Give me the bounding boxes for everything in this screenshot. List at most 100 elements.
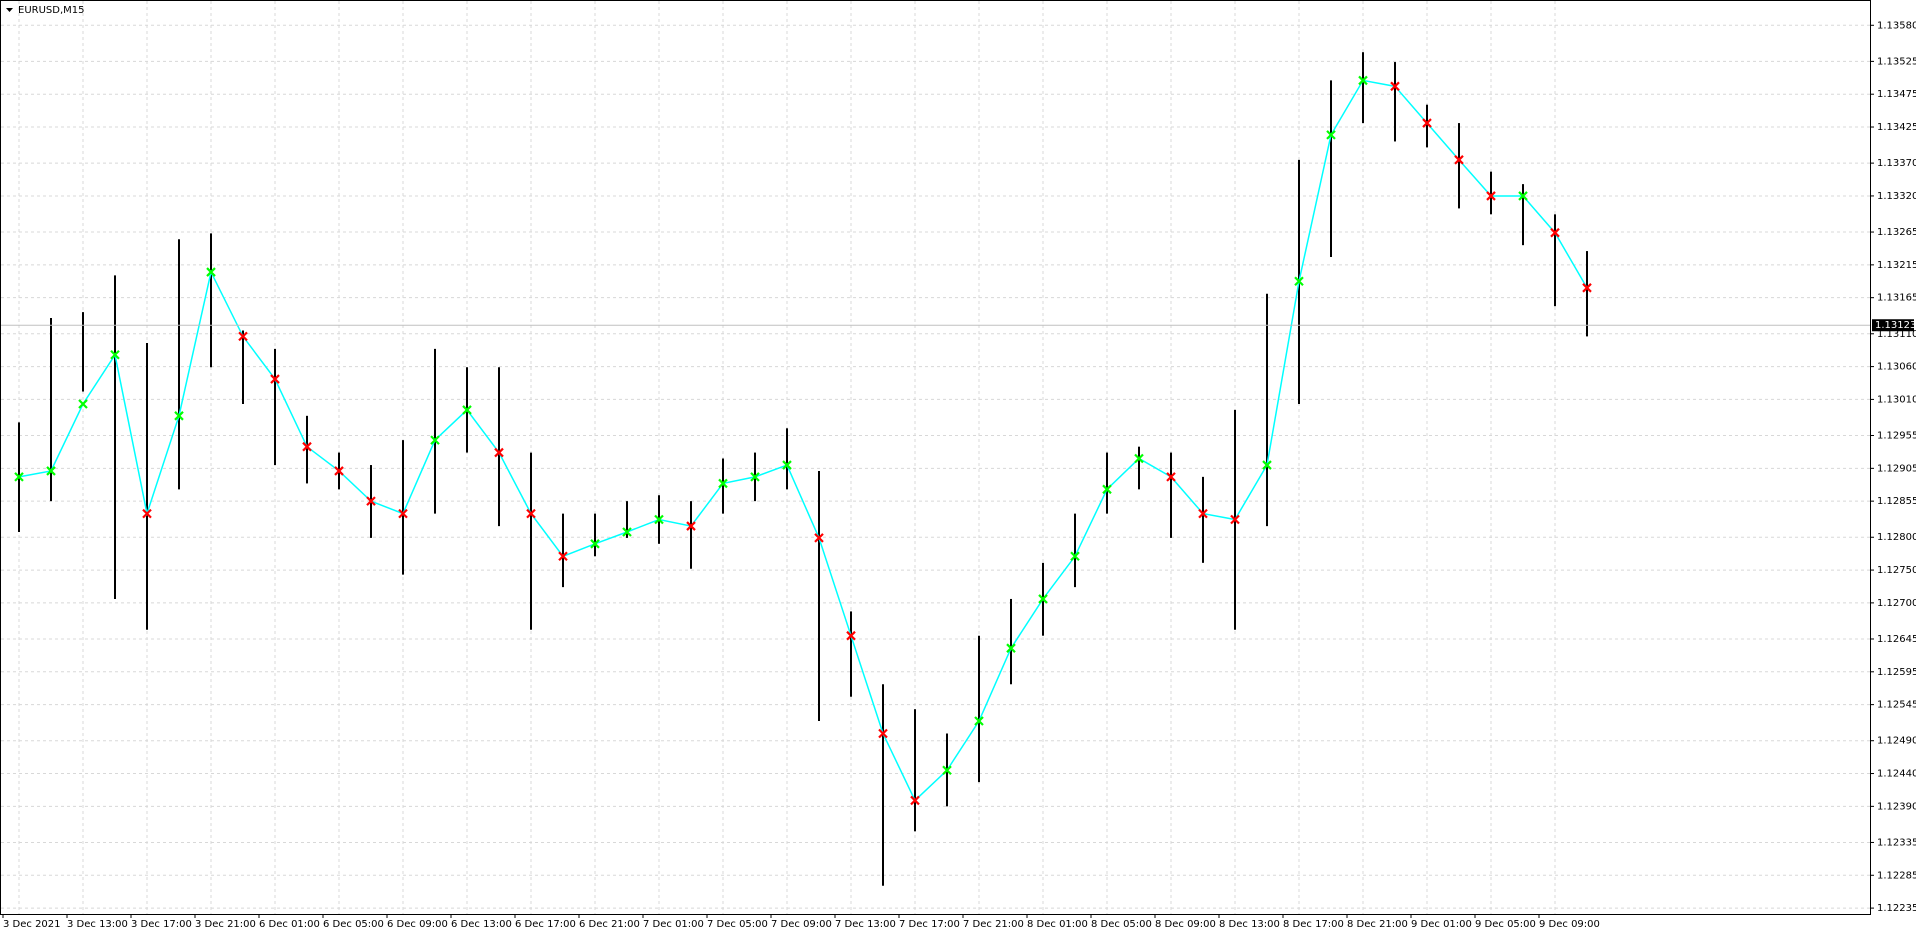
y-tick-label: 1.13215	[1877, 260, 1916, 271]
indicator-marker	[1166, 472, 1176, 482]
indicator-marker	[46, 466, 56, 476]
y-tick-label: 1.12855	[1877, 496, 1916, 507]
y-tick-label: 1.13320	[1877, 191, 1916, 202]
indicator-marker	[1134, 453, 1144, 464]
y-tick-label: 1.13370	[1877, 158, 1916, 169]
indicator-marker	[398, 508, 408, 519]
indicator-marker	[110, 350, 120, 360]
indicator-marker	[1198, 508, 1208, 519]
y-tick-label: 1.12545	[1877, 700, 1916, 711]
y-tick-label: 1.13425	[1877, 122, 1916, 133]
x-tick-label: 7 Dec 13:00	[835, 919, 896, 930]
indicator-marker	[1006, 643, 1016, 653]
x-tick-label: 6 Dec 01:00	[259, 919, 320, 930]
indicator-marker	[1582, 283, 1592, 293]
indicator-marker	[750, 472, 760, 482]
x-tick-label: 9 Dec 09:00	[1539, 919, 1600, 930]
indicator-marker	[462, 405, 472, 415]
indicator-marker	[622, 527, 632, 537]
indicator-marker	[686, 521, 696, 531]
indicator-marker	[1294, 276, 1304, 287]
indicator-marker	[974, 716, 984, 726]
indicator-marker	[366, 496, 376, 506]
indicator-marker	[1230, 514, 1240, 525]
plot-frame	[0, 0, 1871, 915]
indicator-marker	[238, 331, 248, 342]
indicator-marker	[1550, 227, 1560, 238]
last-price-label: 1.13123	[1875, 320, 1916, 331]
y-tick-label: 1.12235	[1877, 903, 1916, 914]
indicator-marker	[1038, 594, 1048, 604]
indicator-marker	[270, 374, 280, 384]
indicator-marker	[206, 267, 216, 277]
indicator-marker	[142, 508, 152, 519]
x-tick-label: 7 Dec 17:00	[899, 919, 960, 930]
y-tick-label: 1.12335	[1877, 837, 1916, 848]
x-tick-label: 3 Dec 13:00	[67, 919, 128, 930]
indicator-marker	[1518, 191, 1528, 201]
x-tick-label: 3 Dec 21:00	[195, 919, 256, 930]
chart-title: EURUSD,M15	[18, 5, 84, 16]
y-tick-label: 1.12750	[1877, 565, 1916, 576]
y-tick-label: 1.12440	[1877, 769, 1916, 780]
x-tick-label: 6 Dec 05:00	[323, 919, 384, 930]
x-tick-label: 3 Dec 2021	[3, 919, 61, 930]
indicator-marker	[174, 411, 184, 421]
indicator-marker	[814, 533, 824, 543]
x-tick-label: 8 Dec 17:00	[1283, 919, 1344, 930]
indicator-marker	[782, 460, 792, 470]
indicator-marker	[494, 447, 504, 458]
indicator-marker	[1326, 130, 1336, 140]
y-tick-label: 1.13060	[1877, 362, 1916, 373]
x-tick-label: 9 Dec 01:00	[1411, 919, 1472, 930]
indicator-marker	[1390, 81, 1400, 92]
indicator-marker	[1358, 75, 1368, 86]
indicator-marker	[718, 478, 728, 489]
x-tick-label: 7 Dec 05:00	[707, 919, 768, 930]
x-tick-label: 7 Dec 21:00	[963, 919, 1024, 930]
indicator-marker	[526, 508, 536, 519]
menu-triangle[interactable]	[6, 8, 13, 12]
indicator-line	[18, 79, 1588, 802]
y-tick-label: 1.12645	[1877, 634, 1916, 645]
y-tick-label: 1.12595	[1877, 667, 1916, 678]
y-tick-label: 1.12390	[1877, 801, 1916, 812]
y-tick-label: 1.13110	[1877, 329, 1916, 340]
x-tick-label: 7 Dec 01:00	[643, 919, 704, 930]
x-tick-label: 8 Dec 13:00	[1219, 919, 1280, 930]
y-tick-label: 1.12955	[1877, 431, 1916, 442]
y-tick-label: 1.12800	[1877, 532, 1916, 543]
x-tick-label: 8 Dec 05:00	[1091, 919, 1152, 930]
x-tick-label: 6 Dec 17:00	[515, 919, 576, 930]
last-price-box	[1872, 319, 1914, 332]
y-tick-label: 1.12285	[1877, 870, 1916, 881]
x-tick-label: 8 Dec 21:00	[1347, 919, 1408, 930]
indicator-marker	[590, 539, 600, 549]
indicator-marker	[1070, 551, 1080, 562]
indicator-marker	[878, 728, 888, 739]
x-tick-label: 9 Dec 05:00	[1475, 919, 1536, 930]
y-tick-label: 1.13010	[1877, 394, 1916, 405]
x-tick-label: 6 Dec 09:00	[387, 919, 448, 930]
indicator-marker	[1102, 484, 1112, 495]
y-tick-label: 1.12700	[1877, 598, 1916, 609]
x-tick-label: 3 Dec 17:00	[131, 919, 192, 930]
indicator-marker	[846, 630, 856, 641]
x-tick-label: 6 Dec 21:00	[579, 919, 640, 930]
y-tick-label: 1.13165	[1877, 293, 1916, 304]
indicator-marker	[78, 399, 88, 409]
indicator-marker	[1486, 191, 1496, 201]
indicator-marker	[1422, 118, 1432, 128]
y-tick-label: 1.13475	[1877, 89, 1916, 100]
indicator-marker	[14, 472, 24, 482]
indicator-marker	[558, 551, 568, 562]
y-tick-label: 1.12490	[1877, 736, 1916, 747]
indicator-marker	[654, 514, 664, 525]
indicator-marker	[910, 795, 920, 806]
y-tick-label: 1.13265	[1877, 227, 1916, 238]
indicator-marker	[430, 435, 440, 445]
indicator-marker	[334, 466, 344, 476]
x-tick-label: 7 Dec 09:00	[771, 919, 832, 930]
